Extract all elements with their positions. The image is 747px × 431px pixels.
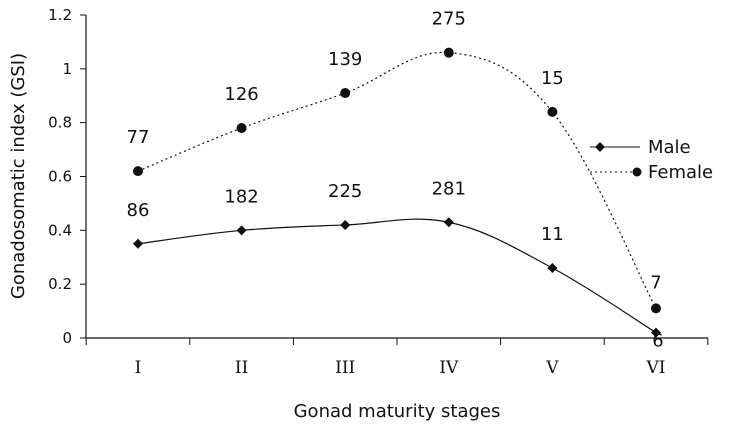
legend-male-label: Male [648,137,691,158]
female-data-label: 139 [328,49,362,70]
y-axis-title: Gonadosomatic index (GSI) [8,53,29,299]
x-tick-label: II [235,358,248,378]
male-data-label: 6 [652,331,663,352]
x-ticks: I II III IV V VI [85,338,709,378]
male-point [340,219,351,230]
axes [85,15,708,339]
female-point [651,303,661,314]
female-point [133,166,143,177]
x-tick-label: III [335,358,355,378]
y-tick-label: 1.2 [48,6,72,24]
female-data-label: 275 [432,9,466,30]
x-tick-label: V [545,358,559,378]
series-layer [133,47,661,338]
female-point [443,47,454,58]
y-tick-label: 1 [62,60,72,78]
female-data-label: 126 [224,84,258,105]
legend-female-label: Female [648,162,713,183]
female-series-line [137,51,657,309]
female-data-label: 15 [541,68,564,89]
legend: Male Female [590,137,713,183]
male-data-label: 281 [432,178,466,199]
male-point [651,327,661,338]
female-point [236,123,247,134]
y-tick-label: 0.2 [48,275,72,293]
legend-female-marker [632,167,642,177]
male-series-line [137,218,657,334]
female-data-label: 77 [127,127,150,148]
male-data-label: 225 [328,181,362,202]
male-point [236,225,247,236]
male-point [133,238,143,249]
y-ticks: 0 0.2 0.4 0.6 0.8 1 1.2 [48,6,86,347]
y-tick-label: 0 [62,329,72,347]
y-tick-label: 0.4 [48,221,72,239]
x-axis-title: Gonad maturity stages [294,401,501,422]
x-tick-label: VI [646,358,666,378]
x-tick-label: I [135,358,142,378]
female-point [340,88,351,99]
male-data-label: 11 [541,224,564,245]
y-tick-label: 0.6 [48,168,72,186]
male-point [547,263,558,274]
male-data-label: 182 [224,186,258,207]
legend-male-marker [595,142,605,152]
female-data-label: 7 [650,272,661,293]
male-data-label: 86 [127,200,150,221]
male-point [443,217,454,228]
data-labels: 86 182 225 281 11 6 77 126 139 275 15 7 [127,9,664,352]
x-tick-label: IV [439,358,459,378]
y-tick-label: 0.8 [48,114,72,132]
female-point [547,106,558,117]
